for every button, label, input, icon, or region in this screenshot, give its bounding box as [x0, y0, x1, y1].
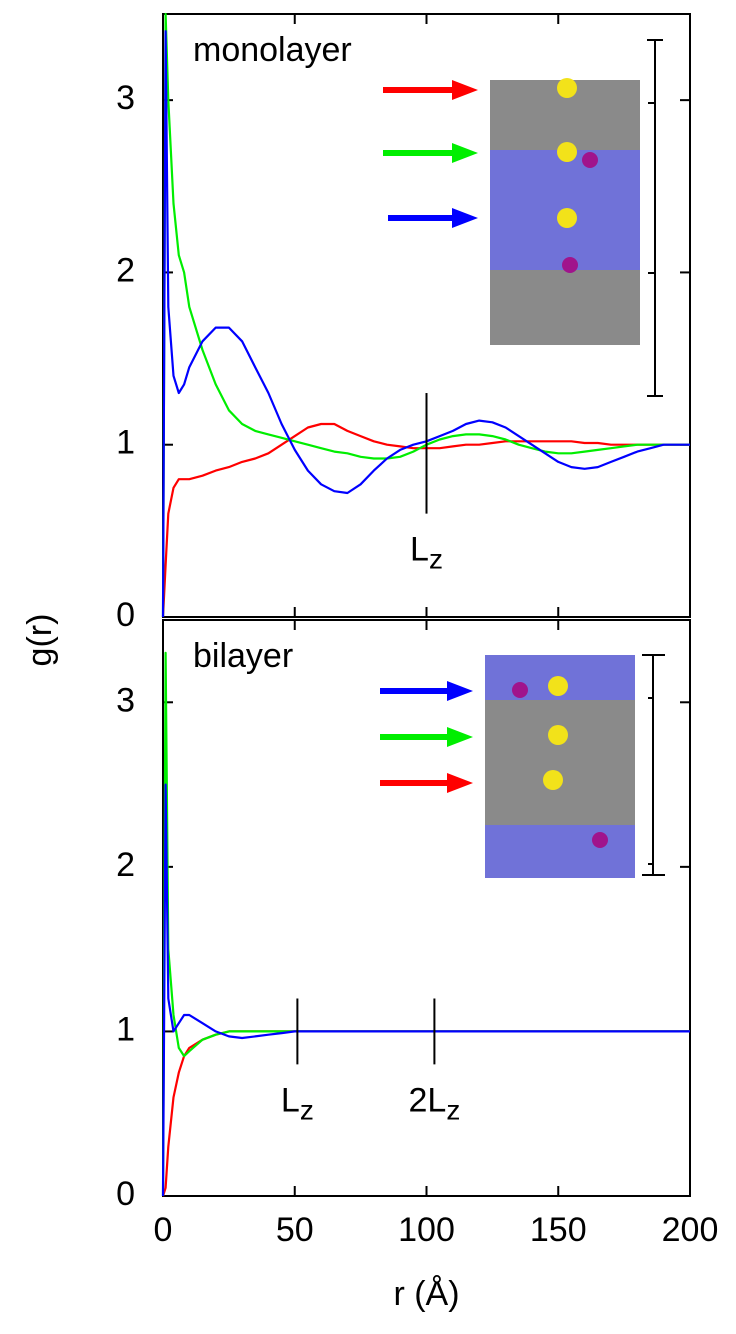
annotation: Lz — [410, 531, 443, 575]
y-tick-label: 0 — [116, 1175, 135, 1213]
y-tick-label: 2 — [116, 846, 135, 884]
inset-bracket — [647, 39, 663, 397]
inset-atom — [562, 257, 578, 273]
inset-atom — [548, 676, 568, 696]
inset-atom — [557, 142, 577, 162]
arrow-head — [452, 208, 478, 228]
monolayer-inset — [383, 39, 663, 397]
series-line — [161, 12, 690, 618]
y-tick-label: 1 — [116, 1010, 135, 1048]
annotation-label: 2L — [408, 1081, 446, 1119]
bilayer-inset — [380, 654, 665, 878]
arrow-head — [452, 143, 478, 163]
y-tick-label: 2 — [116, 251, 135, 289]
y-tick-label: 0 — [116, 596, 135, 634]
inset-atom — [557, 78, 577, 98]
panel-label: bilayer — [193, 637, 293, 675]
y-tick-label: 1 — [116, 424, 135, 462]
inset-lipid — [485, 700, 635, 825]
inset-atom — [592, 832, 608, 848]
series-line — [161, 783, 690, 1197]
annotation-label: L — [281, 1081, 300, 1119]
x-tick-label: 200 — [662, 1211, 719, 1249]
inset-atom — [582, 152, 598, 168]
x-tick-label: 0 — [154, 1211, 173, 1249]
inset-atom — [512, 682, 528, 698]
arrow-head — [452, 80, 478, 100]
x-tick-label: 100 — [398, 1211, 455, 1249]
arrow-head — [447, 681, 473, 701]
series-line — [161, 422, 690, 618]
panel-label: monolayer — [193, 31, 352, 69]
y-axis-label: g(r) — [21, 614, 59, 667]
annotation: Lz — [281, 1081, 314, 1125]
arrow-head — [447, 773, 473, 793]
annotation: 2Lz — [408, 1081, 460, 1125]
y-tick-label: 3 — [116, 681, 135, 719]
x-tick-label: 150 — [530, 1211, 587, 1249]
inset-atom — [548, 725, 568, 745]
x-tick-label: 50 — [276, 1211, 314, 1249]
annotation-subscript: z — [429, 544, 443, 575]
series-line — [161, 30, 690, 618]
x-axis-label: r (Å) — [393, 1275, 459, 1313]
inset-atom — [543, 770, 563, 790]
inset-atom — [557, 208, 577, 228]
annotation-subscript: z — [300, 1095, 314, 1126]
annotation-subscript: z — [446, 1095, 460, 1126]
arrow-head — [447, 727, 473, 747]
inset-bracket — [642, 654, 665, 876]
y-tick-label: 3 — [116, 79, 135, 117]
annotation-label: L — [410, 531, 429, 569]
